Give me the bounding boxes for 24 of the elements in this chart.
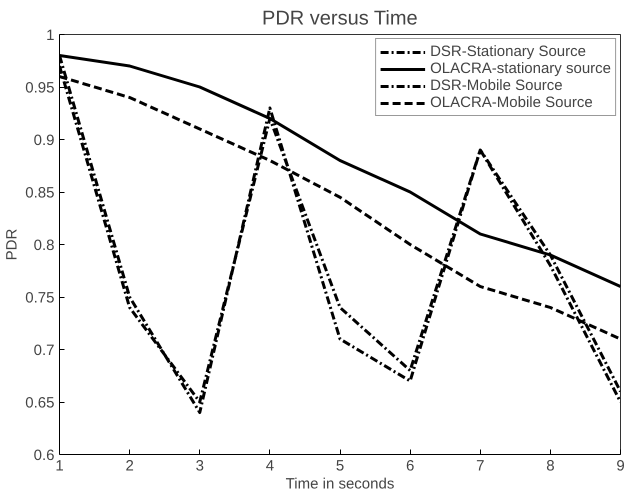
legend-label: OLACRA-stationary source <box>430 60 611 77</box>
chart-title: PDR versus Time <box>262 8 418 30</box>
x-tick-label: 9 <box>616 458 625 474</box>
y-tick-label: 0.95 <box>25 80 55 96</box>
x-tick-label: 5 <box>336 458 344 474</box>
y-tick-label: 1 <box>46 27 54 44</box>
x-tick-label: 6 <box>406 458 414 474</box>
legend-label: OLACRA-Mobile Source <box>430 94 593 111</box>
x-axis-title: Time in seconds <box>286 476 394 492</box>
y-tick-label: 0.7 <box>34 342 55 359</box>
y-tick-label: 0.75 <box>25 290 55 306</box>
y-tick-label: 0.65 <box>25 394 55 412</box>
y-axis-title: PDR <box>3 228 20 260</box>
y-tick-label: 0.8 <box>34 237 55 254</box>
y-tick-label: 0.9 <box>34 132 55 149</box>
y-tick-label: 0.85 <box>25 184 55 202</box>
x-tick-label: 4 <box>266 458 274 474</box>
x-tick-label: 2 <box>125 458 134 474</box>
y-tick-label: 0.6 <box>34 447 55 464</box>
legend-label: DSR-Mobile Source <box>430 77 563 94</box>
legend-label: DSR-Stationary Source <box>430 43 586 60</box>
x-tick-label: 8 <box>546 458 555 474</box>
x-tick-label: 3 <box>196 458 204 474</box>
x-tick-label: 7 <box>476 458 484 474</box>
